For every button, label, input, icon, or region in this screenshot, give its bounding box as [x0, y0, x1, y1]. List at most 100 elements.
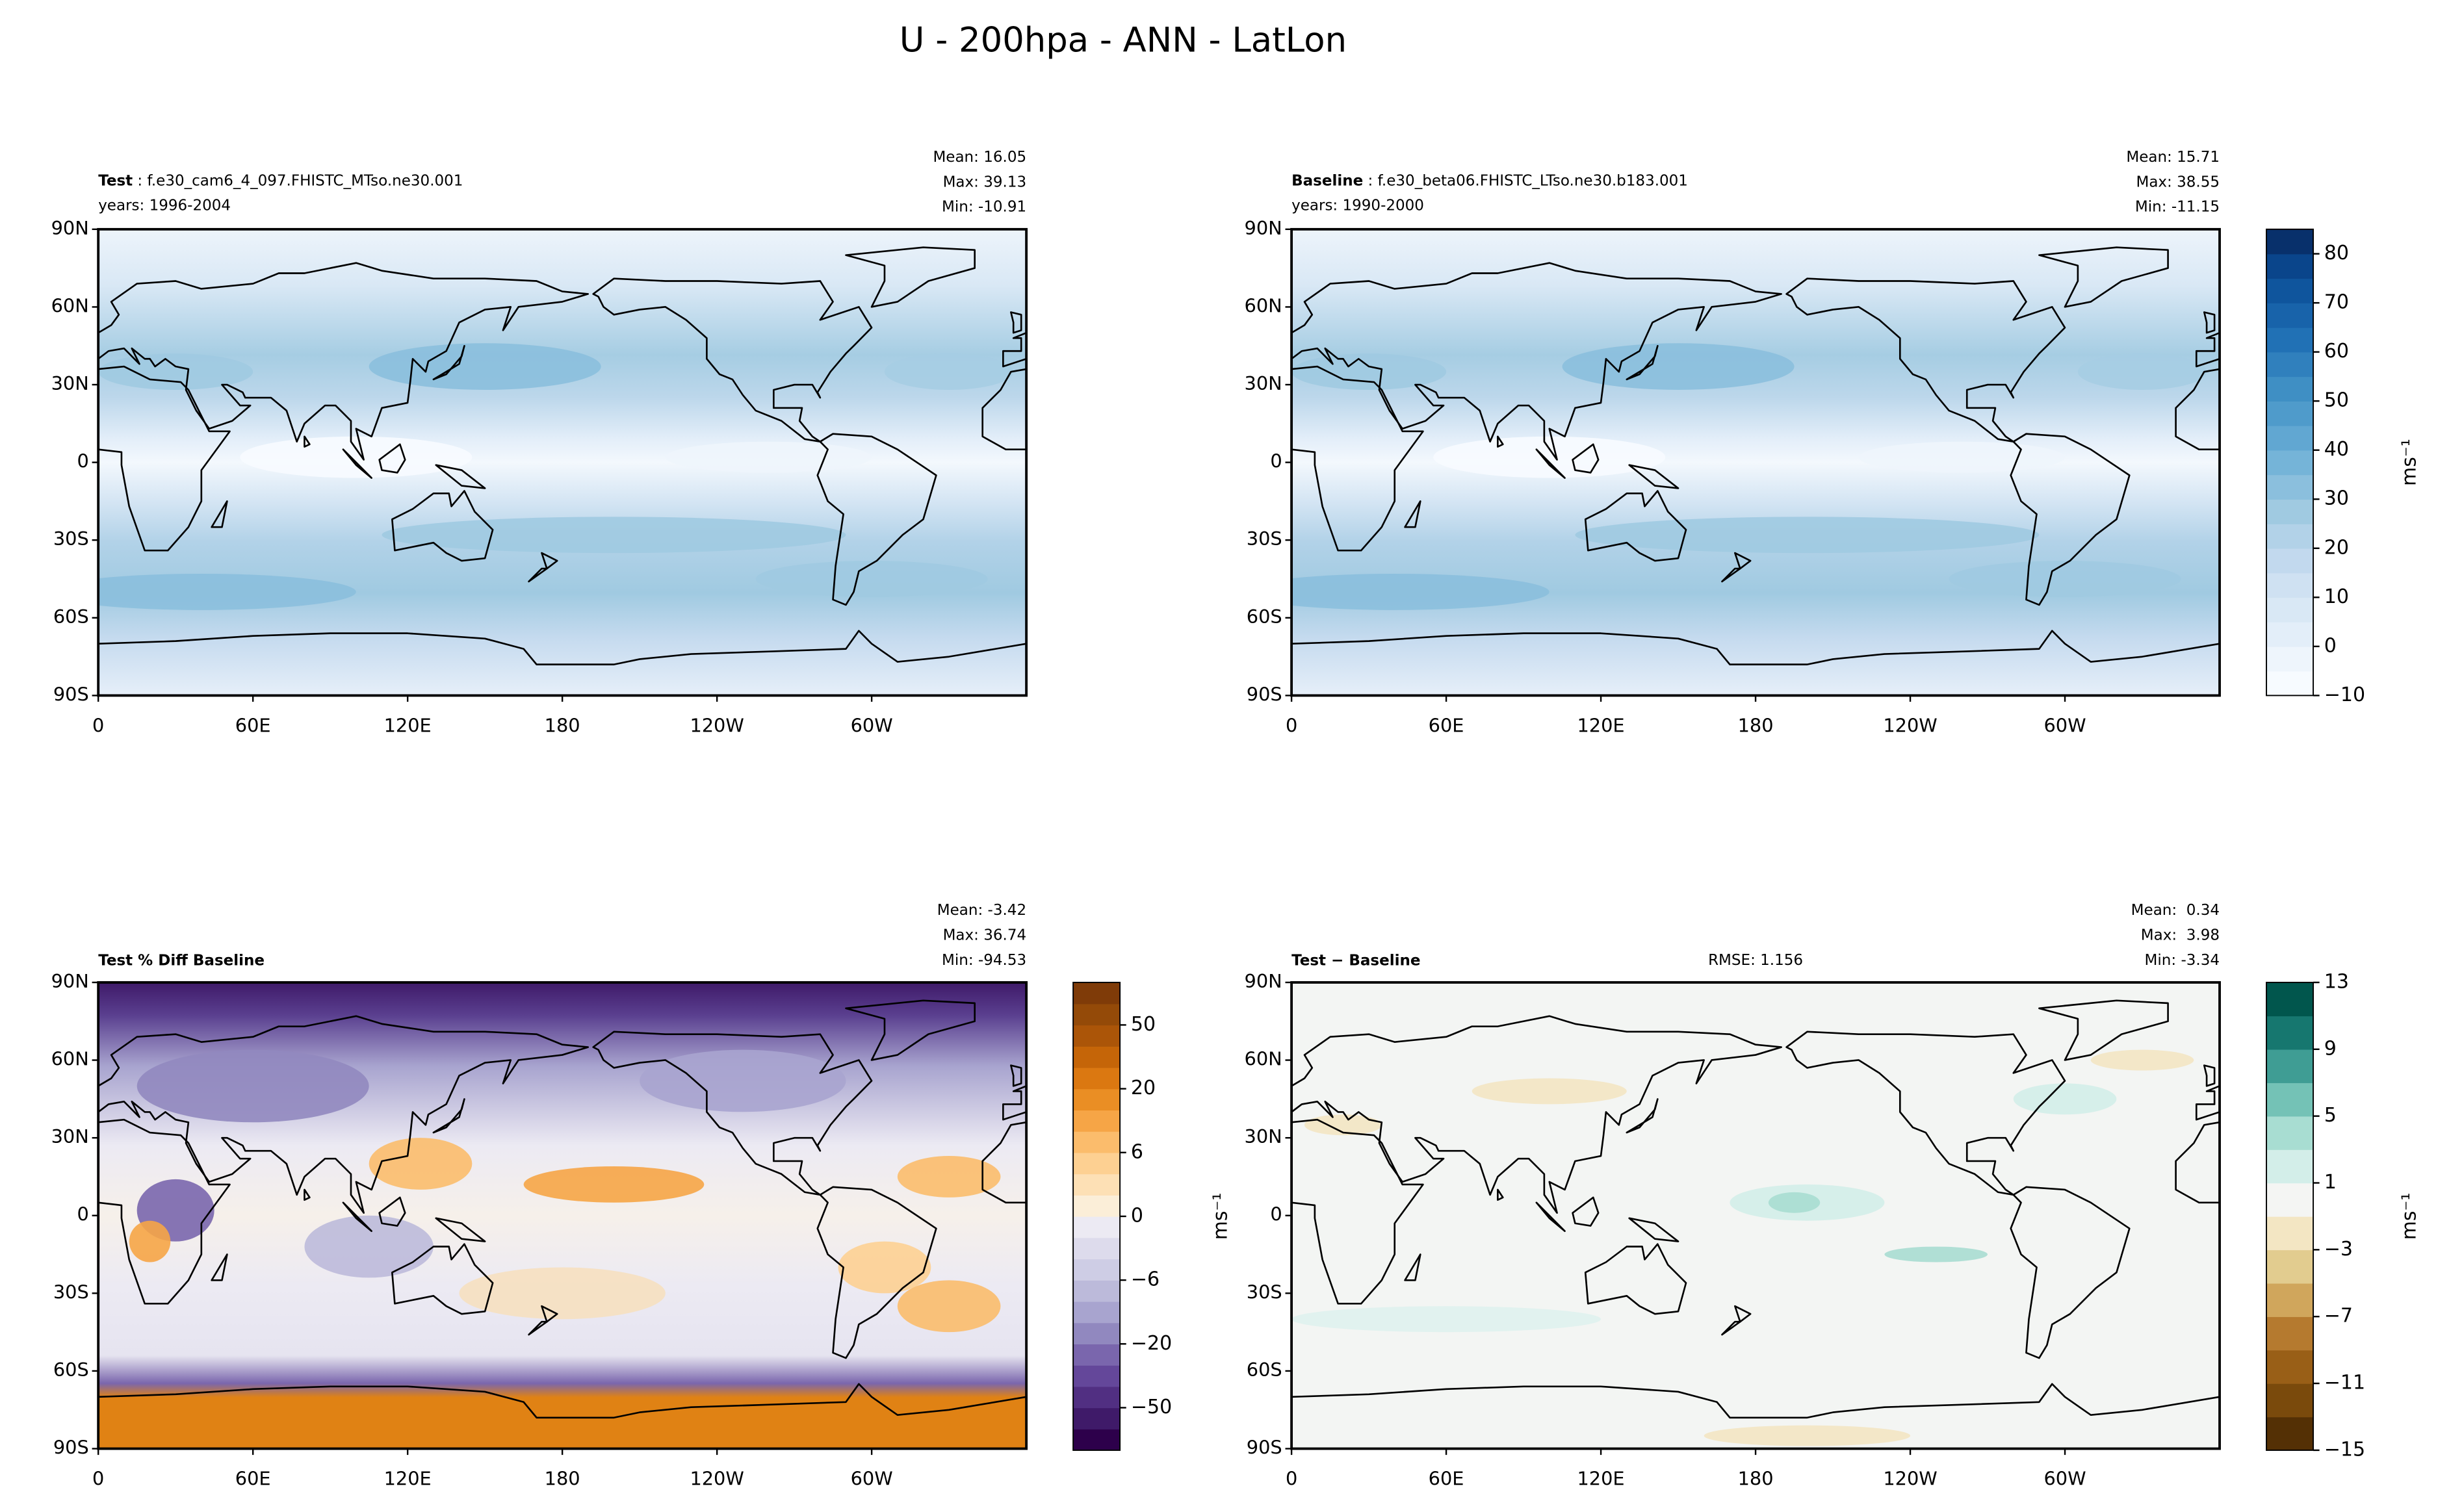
- coastline: [981, 368, 1027, 451]
- coastline: [2010, 433, 2131, 606]
- rmse: RMSE: 1.156: [1708, 952, 1803, 969]
- colorbar-box: [1073, 1429, 1121, 1451]
- colorbar-tick-label: −6: [1131, 1268, 1160, 1291]
- coastline: [1628, 1217, 1679, 1242]
- coastline: [816, 1186, 937, 1359]
- map: [98, 229, 1027, 696]
- x-tick-label: 120E: [1577, 714, 1625, 736]
- colorbar-label: ms⁻¹: [2398, 1193, 2420, 1240]
- colorbar-box: [2266, 1416, 2314, 1451]
- colorbar-label: ms⁻¹: [1210, 1193, 1232, 1240]
- field-patch: [2090, 1049, 2194, 1071]
- y-tick-label: 30N: [51, 372, 89, 394]
- colorbar-box: [1073, 1003, 1121, 1026]
- stat: Max: 3.98: [2141, 927, 2220, 943]
- colorbar-box: [1073, 1152, 1121, 1175]
- field-patch: [1291, 1306, 1602, 1333]
- colorbar-box: [2266, 499, 2314, 524]
- field: [98, 229, 1027, 696]
- coastline: [1535, 448, 1566, 479]
- panel-title-name: Test: [98, 172, 133, 189]
- colorbar-box: [2266, 401, 2314, 426]
- colorbar-tick-label: 0: [2324, 634, 2337, 657]
- field: [1291, 229, 2220, 696]
- field-patch: [665, 441, 872, 473]
- stat: Min: -3.34: [2145, 952, 2220, 969]
- colorbar-box: [2266, 671, 2314, 697]
- colorbar-box: [2266, 597, 2314, 622]
- field-patch: [369, 1138, 473, 1190]
- colorbar-box: [2266, 622, 2314, 647]
- field-patch: [1884, 1246, 1988, 1262]
- y-tick-label: 30N: [51, 1125, 89, 1147]
- coastline: [1497, 1188, 1504, 1201]
- y-tick-label: 0: [1270, 1203, 1282, 1225]
- colorbar-box: [1073, 1110, 1121, 1132]
- x-tick-label: 60E: [1429, 714, 1464, 736]
- figure-title: U - 200hpa - ANN - LatLon: [900, 20, 1347, 60]
- colorbar-box: [1073, 1025, 1121, 1047]
- x-tick-label: 120E: [384, 1468, 432, 1490]
- coastline: [432, 1098, 465, 1134]
- field-patch: [2013, 1083, 2117, 1115]
- colorbar-box: [2266, 1049, 2314, 1083]
- coastline: [592, 277, 873, 443]
- coastline: [1628, 464, 1679, 489]
- colorbar-tick-label: −3: [2324, 1238, 2353, 1261]
- coastline: [98, 365, 231, 552]
- coastline: [304, 1188, 311, 1201]
- field-patch: [1304, 1114, 1382, 1136]
- colorbar-box: [2266, 1083, 2314, 1117]
- coastline: [1291, 1015, 1782, 1214]
- x-tick-label: 180: [1738, 1468, 1774, 1490]
- colorbar-box: [2266, 474, 2314, 500]
- colorbar-box: [2266, 572, 2314, 598]
- field-patch: [382, 517, 846, 554]
- field-patch: [98, 574, 356, 610]
- colorbar-box: [1073, 1088, 1121, 1111]
- colorbar-box: [2266, 1016, 2314, 1050]
- colorbar-box: [2266, 376, 2314, 402]
- coastline: [2010, 1186, 2131, 1359]
- coastline: [98, 1015, 590, 1214]
- colorbar-tick-label: 20: [1131, 1077, 1156, 1099]
- x-tick-label: 120W: [690, 714, 744, 736]
- colorbar-tick-label: 50: [1131, 1013, 1156, 1036]
- x-tick-label: 60E: [235, 714, 271, 736]
- y-tick-label: 90N: [51, 217, 89, 239]
- colorbar-box: [2266, 1316, 2314, 1351]
- coastline: [1404, 500, 1421, 528]
- coastline: [592, 1031, 873, 1196]
- coastline: [845, 999, 976, 1061]
- coastline: [1785, 277, 2066, 443]
- coastline: [1291, 630, 2220, 696]
- y-tick-label: 30S: [1247, 528, 1282, 550]
- y-tick-label: 60S: [1247, 606, 1282, 628]
- y-tick-label: 60N: [51, 1048, 89, 1070]
- field-patch: [304, 1215, 434, 1278]
- colorbar-box: [1073, 1195, 1121, 1217]
- colorbar-box: [2266, 327, 2314, 353]
- colorbar-box: [2266, 253, 2314, 279]
- field-patch: [884, 353, 1014, 390]
- field-patch: [1472, 1078, 1627, 1105]
- coastline: [2195, 1084, 2220, 1121]
- coastline: [1626, 345, 1659, 381]
- x-tick-label: 0: [92, 714, 104, 736]
- coastline: [1721, 1320, 1741, 1336]
- colorbar-tick-label: 0: [1131, 1204, 1143, 1227]
- panel-subtitle: years: 1996-2004: [98, 197, 231, 214]
- coastline: [1291, 1118, 1424, 1305]
- x-tick-label: 60W: [2043, 714, 2086, 736]
- panel-title: Test − Baseline: [1291, 952, 1420, 969]
- coastline: [1497, 435, 1504, 448]
- panel-title: Test % Diff Baseline: [98, 952, 265, 969]
- coastline: [98, 262, 590, 461]
- panel-title: Test: f.e30_cam6_4_097.FHISTC_MTso.ne30.…: [98, 172, 463, 189]
- colorbar-box: [2266, 1350, 2314, 1384]
- panel-title: Baseline: f.e30_beta06.FHISTC_LTso.ne30.…: [1291, 172, 1688, 189]
- y-tick-label: 60N: [1245, 294, 1282, 316]
- coastline: [378, 1196, 406, 1227]
